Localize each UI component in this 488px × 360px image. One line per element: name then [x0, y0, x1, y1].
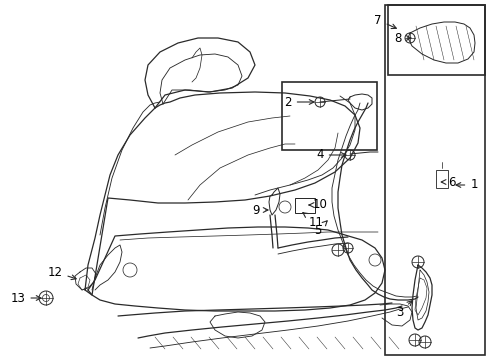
Text: 5: 5 — [314, 221, 326, 237]
Text: 4: 4 — [316, 148, 346, 162]
Text: 2: 2 — [284, 95, 313, 108]
Text: 8: 8 — [393, 31, 410, 45]
Text: 13: 13 — [11, 292, 41, 305]
Bar — [282, 82, 376, 150]
Bar — [294, 198, 314, 213]
Text: 9: 9 — [252, 203, 267, 216]
Text: 6: 6 — [440, 175, 455, 189]
Text: 12: 12 — [47, 266, 76, 280]
Bar — [387, 5, 484, 75]
Text: 1: 1 — [455, 179, 477, 192]
Text: 7: 7 — [373, 13, 396, 28]
Text: 3: 3 — [395, 301, 411, 319]
Text: 11: 11 — [302, 213, 323, 229]
Bar — [384, 5, 484, 355]
Text: 10: 10 — [308, 198, 327, 211]
Bar — [435, 170, 447, 188]
